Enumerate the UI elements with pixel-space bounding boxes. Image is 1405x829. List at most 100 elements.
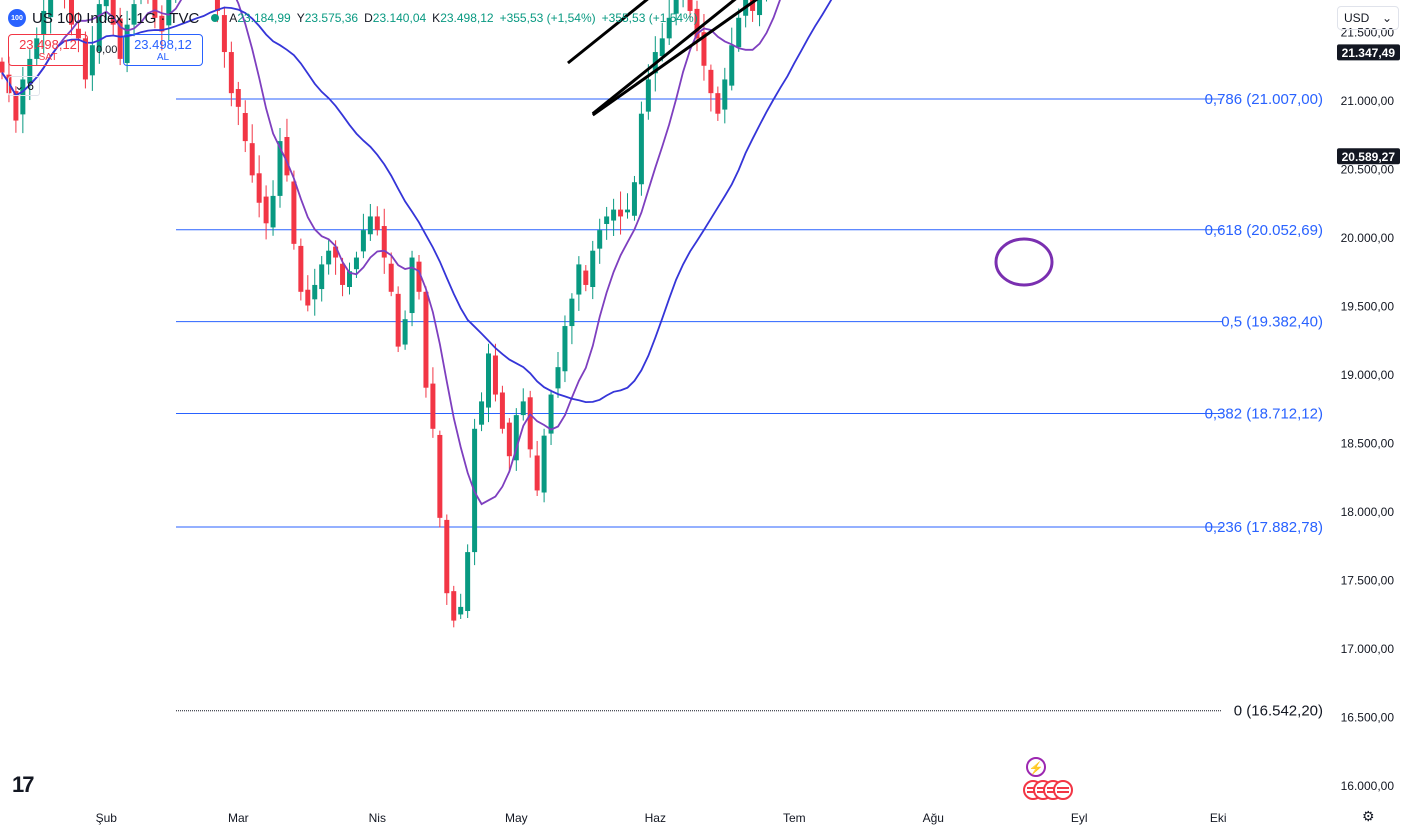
candle-body	[506, 422, 512, 457]
candle-body	[305, 289, 311, 306]
candle-body	[444, 519, 450, 594]
candle-body	[263, 196, 269, 224]
candle-body	[611, 209, 617, 221]
candle-body	[69, 0, 74, 25]
candle-body	[214, 0, 220, 11]
candle-body	[367, 216, 373, 235]
candle-body	[597, 230, 603, 249]
candle-body	[437, 434, 443, 518]
candle-body	[534, 455, 540, 491]
chevron-down-icon: ⌄	[14, 79, 25, 93]
currency-value: USD	[1344, 11, 1370, 25]
channel-lines	[567, 0, 759, 117]
candle-body	[242, 113, 248, 142]
market-open-indicator	[211, 14, 220, 22]
candle-body	[583, 270, 589, 285]
y-tick-label: 20.000,00	[1341, 231, 1395, 245]
y-tick-label: 20.500,00	[1341, 163, 1395, 177]
candle-body	[124, 24, 130, 64]
sell-button[interactable]: 23.498,12 SAT	[8, 34, 88, 66]
candle-body	[221, 15, 227, 53]
candle-body	[340, 263, 346, 285]
ohlc-values: A23.184,99 Y23.575,36 D23.140,04 K23.498…	[229, 11, 698, 25]
candle-body	[757, 0, 763, 16]
channel-line	[591, 0, 737, 115]
candle-body	[152, 0, 158, 18]
candle-body	[89, 45, 95, 76]
y-tick-label: 17.000,00	[1341, 642, 1395, 656]
flag-stripe	[1037, 787, 1049, 789]
lightning-event-glyph: ⚡	[1029, 761, 1044, 775]
price-tag-label: 20.589,27	[1342, 150, 1396, 164]
candle-body	[729, 45, 735, 86]
candle-body	[513, 415, 519, 461]
candle-body	[604, 216, 610, 224]
flag-stripe	[1057, 787, 1069, 789]
candle-body	[694, 8, 700, 39]
candle-body	[465, 552, 471, 612]
candle-body	[576, 264, 582, 295]
buy-price: 23.498,12	[134, 37, 192, 52]
candle-body	[430, 383, 436, 429]
candle-body	[722, 79, 728, 110]
candle-body	[625, 209, 630, 213]
candle-body	[562, 326, 568, 372]
change-value-2: +355,53 (+1,54%)	[601, 11, 698, 25]
sell-label: SAT	[38, 52, 58, 63]
fib-label: 0,618 (20.052,69)	[1205, 222, 1323, 239]
candle-body	[0, 61, 5, 73]
candle-body	[82, 38, 88, 80]
candle-body	[402, 319, 408, 345]
indicators-toggle[interactable]: ⌄ 6	[8, 76, 40, 96]
currency-select[interactable]: USD ⌄	[1337, 6, 1399, 30]
ma-slow-line	[1, 0, 833, 404]
candle-body	[291, 181, 297, 244]
y-tick-label: 18.500,00	[1341, 437, 1395, 451]
x-tick-label: Eyl	[1071, 811, 1088, 825]
symbol-logo[interactable]: 100	[8, 9, 26, 27]
x-tick-label: Şub	[96, 811, 118, 825]
candle-body	[736, 17, 742, 48]
candle-body	[687, 0, 693, 11]
fib-label: 0,5 (19.382,40)	[1221, 314, 1323, 331]
flag-stripe	[1027, 791, 1039, 793]
candle-body	[618, 209, 624, 217]
symbol-title[interactable]: US 100 Index · 1G · TVC	[32, 9, 200, 27]
chevron-down-icon: ⌄	[1381, 11, 1392, 25]
change-value: +355,53 (+1,54%)	[499, 11, 596, 25]
candle-body	[96, 4, 102, 52]
candle-body	[75, 28, 81, 39]
candle-body	[159, 15, 165, 32]
buy-label: AL	[156, 52, 170, 63]
flag-stripe	[1037, 791, 1049, 793]
candle-body	[569, 298, 575, 327]
candle-body	[34, 38, 40, 59]
us-economic-event-icon	[1053, 780, 1073, 800]
flag-stripe	[1047, 791, 1059, 793]
candle-body	[374, 216, 380, 231]
y-tick-label: 17.500,00	[1341, 574, 1395, 588]
x-tick-label: Mar	[228, 811, 249, 825]
candle-body	[347, 271, 352, 288]
candle-body	[284, 136, 290, 176]
candle-body	[541, 435, 547, 493]
candle-body	[312, 284, 318, 300]
fibonacci-levels: 0 (16.542,20) 0,236 (17.882,78) 0,382 (18.…	[176, 91, 1323, 720]
price-tag	[1337, 44, 1400, 61]
candle-body	[492, 355, 498, 395]
candle-body	[41, 10, 47, 35]
candle-body	[659, 38, 665, 57]
y-tick-label: 21.000,00	[1341, 94, 1395, 108]
candle-body	[277, 141, 283, 196]
buy-button[interactable]: 23.498,12 AL	[123, 34, 203, 66]
candle-body	[409, 257, 415, 314]
settings-gear-icon[interactable]: ⚙	[1362, 808, 1375, 824]
fib-label: 0 (16.542,20)	[1234, 703, 1323, 720]
symbol-header: 100 US 100 Index · 1G · TVC A23.184,99 Y…	[8, 8, 698, 28]
candle-body	[48, 0, 54, 18]
y-tick-label: 19.000,00	[1341, 368, 1395, 382]
candle-body	[381, 226, 387, 258]
candle-body	[13, 91, 19, 121]
tradingview-logo-icon[interactable]: 17	[12, 772, 35, 797]
